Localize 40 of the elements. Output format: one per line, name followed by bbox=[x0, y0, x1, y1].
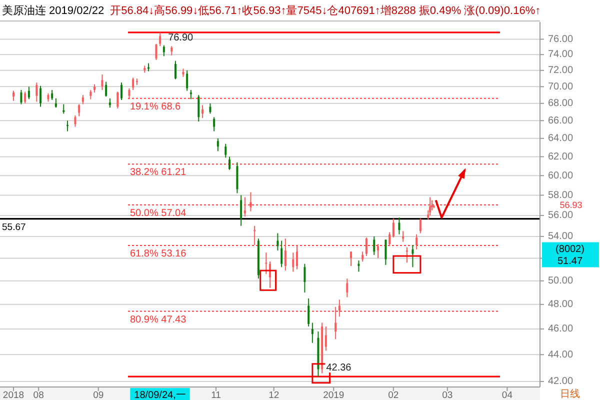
y-tick-label: 56.00 bbox=[548, 210, 574, 222]
text: 18/09/24,一 bbox=[134, 390, 186, 400]
x-tick-label: 2018 bbox=[2, 390, 24, 400]
annotation: 76.90 bbox=[168, 32, 194, 44]
ref-line-label: 19.1% 68.6 bbox=[130, 101, 182, 112]
text: 日线 bbox=[560, 388, 580, 400]
y-tick-label: 54.00 bbox=[548, 231, 574, 242]
ref-line-label: 80.9% 47.43 bbox=[130, 314, 187, 326]
y-tick-label: 72.00 bbox=[548, 65, 574, 76]
y-tick-label: 42.00 bbox=[548, 376, 574, 388]
x-tick-label: 2019 bbox=[323, 390, 344, 400]
ref-line-label: 38.2% 61.21 bbox=[130, 167, 187, 178]
y-tick-label: 58.00 bbox=[548, 190, 574, 201]
y-tick-label: 62.00 bbox=[548, 151, 574, 162]
y-tick-label: 60.00 bbox=[548, 170, 574, 182]
ref-line-label: 50.0% 57.04 bbox=[130, 208, 187, 219]
text: 56.93 bbox=[560, 200, 582, 210]
y-tick-label: 50.00 bbox=[548, 275, 574, 286]
y-tick-label: 68.00 bbox=[548, 98, 574, 110]
y-tick-label: 44.00 bbox=[548, 349, 574, 360]
x-tick-label: 03 bbox=[442, 390, 453, 400]
y-tick-label: 66.00 bbox=[548, 115, 574, 126]
y-tick-label: 74.00 bbox=[548, 49, 574, 60]
ref-line-label: 61.8% 53.16 bbox=[130, 248, 187, 260]
text: (8002) bbox=[556, 244, 584, 255]
x-tick-label: 11 bbox=[211, 390, 221, 400]
y-tick-label: 64.00 bbox=[548, 133, 574, 144]
text: 51.47 bbox=[557, 256, 583, 267]
x-tick-label: 08 bbox=[33, 390, 44, 400]
y-tick-label: 76.00 bbox=[548, 34, 574, 45]
annotation: 42.36 bbox=[326, 362, 352, 374]
x-tick-label: 04 bbox=[502, 390, 513, 400]
header: 美原油连 2019/02/22 开56.84↓高56.99↓低56.71↑收56.93↑量7545↓仓407691↑增8288 振0.49% 涨(0.09)0.16%↑ bbox=[2, 5, 541, 17]
y-tick-label: 70.00 bbox=[548, 81, 574, 92]
x-tick-label: 02 bbox=[388, 390, 399, 400]
y-tick-label: 48.00 bbox=[548, 299, 574, 310]
ref-line-label: 55.67 bbox=[2, 222, 26, 233]
x-tick-label: 09 bbox=[93, 390, 104, 400]
x-tick-label: 12 bbox=[268, 390, 280, 400]
y-tick-label: 46.00 bbox=[548, 324, 574, 335]
